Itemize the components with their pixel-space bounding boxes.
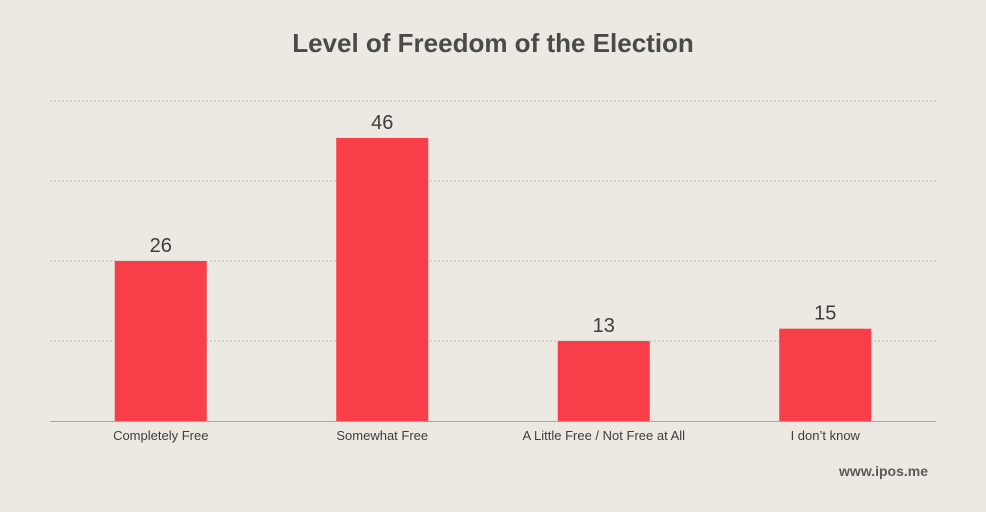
category-label: Completely Free	[113, 428, 208, 443]
source-credit: www.ipos.me	[839, 463, 928, 479]
value-labels: 26 46 13 15	[150, 112, 837, 337]
category-labels: Completely Free Somewhat Free A Little Fre…	[113, 428, 860, 443]
bars	[114, 137, 872, 421]
bar	[779, 328, 872, 421]
category-label: A Little Free / Not Free at All	[522, 428, 685, 443]
bar	[114, 261, 207, 421]
category-label: Somewhat Free	[336, 428, 428, 443]
bar	[336, 137, 429, 421]
bar	[557, 341, 650, 421]
value-label: 13	[593, 315, 615, 337]
chart-title: Level of Freedom of the Election	[292, 28, 694, 58]
value-label: 46	[371, 112, 393, 134]
value-label: 15	[814, 303, 836, 325]
category-label: I don’t know	[791, 428, 861, 443]
value-label: 26	[150, 235, 172, 257]
